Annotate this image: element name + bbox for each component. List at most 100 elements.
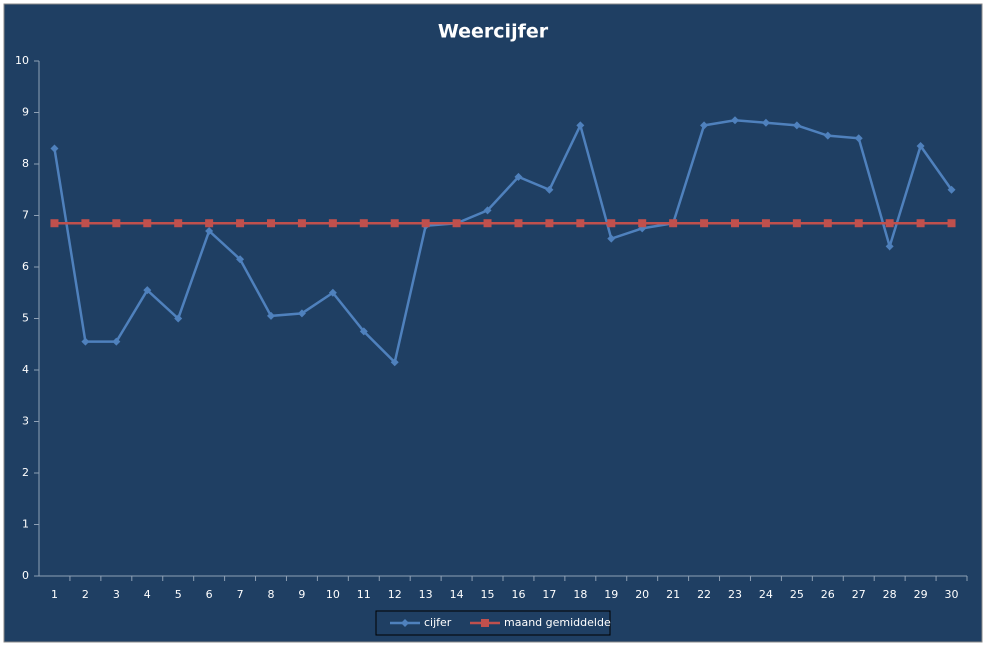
y-tick-label: 2 <box>22 466 29 479</box>
data-point <box>576 219 585 228</box>
data-point <box>823 219 832 228</box>
data-point <box>143 219 152 228</box>
data-point <box>267 219 275 228</box>
data-point <box>947 185 956 194</box>
data-point <box>731 116 739 125</box>
data-point <box>359 219 368 228</box>
data-point <box>236 219 245 228</box>
data-point <box>390 219 399 228</box>
x-tick-label: 11 <box>357 588 371 601</box>
x-tick-label: 28 <box>883 588 897 601</box>
data-point <box>607 219 616 228</box>
y-tick-label: 10 <box>15 54 29 67</box>
x-tick-label: 7 <box>237 588 244 601</box>
y-tick-label: 6 <box>22 260 29 273</box>
x-tick-label: 16 <box>511 588 525 601</box>
y-tick-label: 5 <box>22 312 29 325</box>
data-point <box>761 118 770 127</box>
x-tick-label: 8 <box>268 588 275 601</box>
data-point <box>545 219 554 228</box>
data-point <box>50 219 59 228</box>
x-tick-label: 21 <box>666 588 680 601</box>
x-tick-label: 1 <box>51 588 58 601</box>
data-point <box>50 144 59 153</box>
x-tick-label: 12 <box>388 588 402 601</box>
data-point <box>328 288 337 297</box>
data-point <box>731 219 739 228</box>
x-tick-label: 9 <box>298 588 305 601</box>
data-point <box>638 219 647 228</box>
x-tick-label: 26 <box>821 588 835 601</box>
data-point <box>421 219 430 228</box>
legend-marker <box>481 619 489 627</box>
legend-marker <box>401 619 409 627</box>
x-tick-label: 20 <box>635 588 649 601</box>
data-point <box>297 219 306 228</box>
y-tick-label: 8 <box>22 157 29 170</box>
data-point <box>483 206 492 215</box>
data-point <box>700 219 709 228</box>
x-tick-label: 25 <box>790 588 804 601</box>
x-tick-label: 18 <box>573 588 587 601</box>
data-point <box>205 219 214 228</box>
y-tick-label: 9 <box>22 106 29 119</box>
x-tick-label: 23 <box>728 588 742 601</box>
legend-label: maand gemiddelde <box>504 616 611 629</box>
data-point <box>576 121 585 130</box>
legend-label: cijfer <box>424 616 452 629</box>
data-point <box>792 219 801 228</box>
x-tick-label: 19 <box>604 588 618 601</box>
x-tick-label: 5 <box>175 588 182 601</box>
x-tick-label: 15 <box>481 588 495 601</box>
data-point <box>885 242 894 251</box>
data-point <box>916 141 925 150</box>
data-point <box>267 311 275 320</box>
chart-title: Weercijfer <box>438 21 549 43</box>
data-point <box>483 219 492 228</box>
x-tick-label: 30 <box>945 588 959 601</box>
y-tick-label: 7 <box>22 209 29 222</box>
data-point <box>81 337 90 346</box>
data-point <box>143 286 152 295</box>
y-tick-label: 0 <box>22 569 29 582</box>
y-tick-label: 1 <box>22 518 29 531</box>
data-point <box>607 234 616 243</box>
data-point <box>854 219 863 228</box>
data-point <box>916 219 925 228</box>
data-point <box>390 358 399 367</box>
data-point <box>112 337 121 346</box>
data-point <box>792 121 801 130</box>
y-tick-label: 4 <box>22 363 29 376</box>
x-tick-label: 24 <box>759 588 773 601</box>
data-point <box>700 121 709 130</box>
x-tick-label: 14 <box>450 588 464 601</box>
data-point <box>297 309 306 318</box>
x-tick-label: 17 <box>542 588 556 601</box>
x-tick-label: 10 <box>326 588 340 601</box>
data-point <box>112 219 121 228</box>
data-point <box>359 327 368 336</box>
data-point <box>174 219 183 228</box>
x-tick-label: 2 <box>82 588 89 601</box>
data-point <box>328 219 337 228</box>
x-tick-label: 4 <box>144 588 151 601</box>
x-tick-label: 29 <box>914 588 928 601</box>
data-point <box>823 131 832 140</box>
data-point <box>761 219 770 228</box>
data-point <box>236 255 245 264</box>
x-tick-label: 27 <box>852 588 866 601</box>
data-point <box>947 219 956 228</box>
y-tick-label: 3 <box>22 415 29 428</box>
x-tick-label: 6 <box>206 588 213 601</box>
data-point <box>452 219 461 228</box>
x-tick-label: 3 <box>113 588 120 601</box>
data-point <box>545 185 554 194</box>
data-point <box>81 219 90 228</box>
x-tick-label: 13 <box>419 588 433 601</box>
data-point <box>669 219 678 228</box>
series-line <box>53 118 953 365</box>
data-point <box>854 134 863 143</box>
data-point <box>514 172 523 181</box>
